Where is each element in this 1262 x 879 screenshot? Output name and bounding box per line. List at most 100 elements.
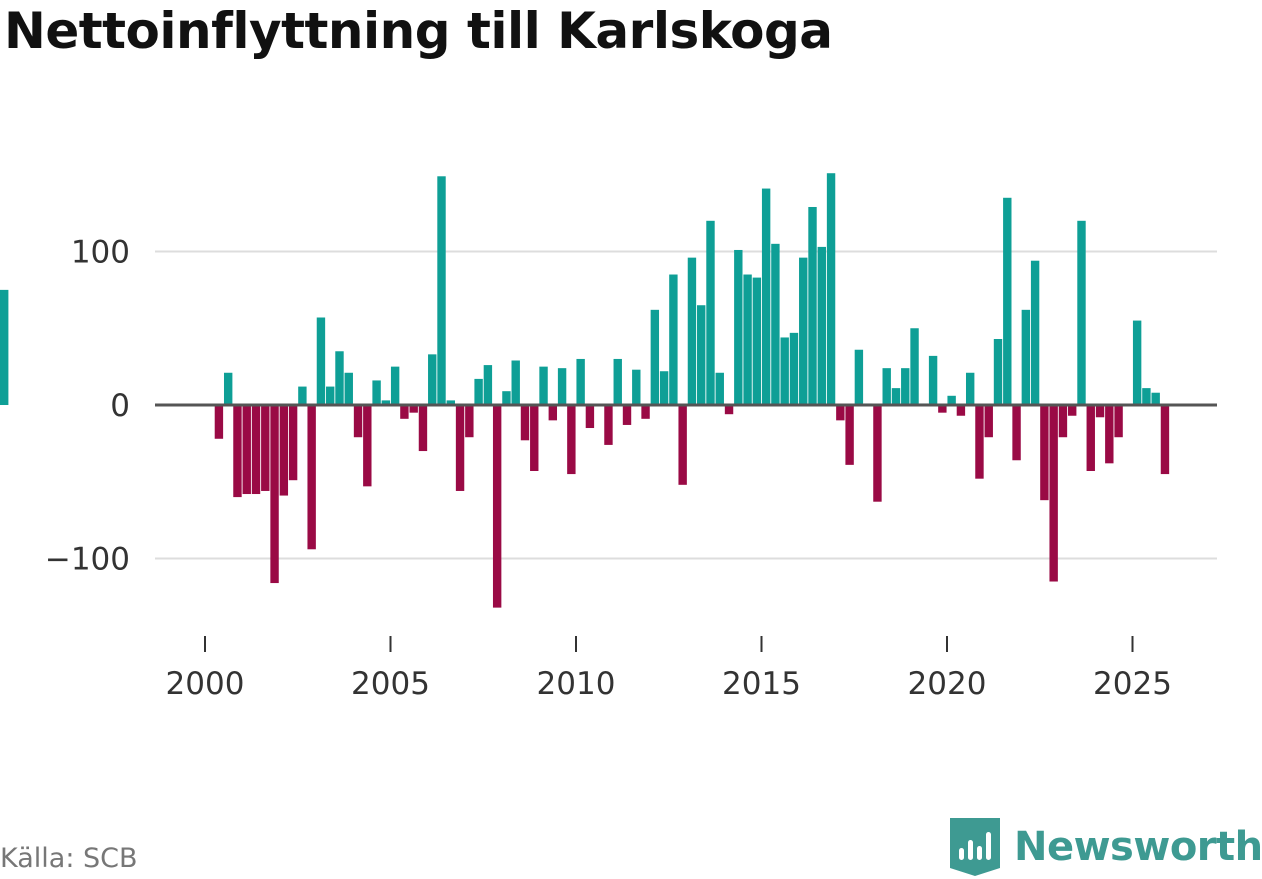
bar[interactable] <box>502 391 511 405</box>
bar[interactable] <box>307 405 316 550</box>
bar[interactable] <box>1003 197 1012 405</box>
bar[interactable] <box>474 378 483 405</box>
bar[interactable] <box>604 405 613 445</box>
bar[interactable] <box>530 405 539 471</box>
bar[interactable] <box>520 405 530 441</box>
bar[interactable] <box>372 380 381 405</box>
bar[interactable] <box>428 354 437 405</box>
bar[interactable] <box>873 405 882 502</box>
bar[interactable] <box>836 405 845 421</box>
bar[interactable] <box>288 405 298 481</box>
bar[interactable] <box>492 405 502 608</box>
bar[interactable] <box>789 332 799 405</box>
bar[interactable] <box>1151 392 1160 405</box>
bar[interactable] <box>418 405 428 452</box>
bar[interactable] <box>882 368 891 405</box>
bar[interactable] <box>891 388 901 405</box>
bar[interactable] <box>706 220 715 405</box>
bar[interactable] <box>817 246 826 405</box>
bar[interactable] <box>567 405 576 475</box>
bar[interactable] <box>511 360 520 406</box>
bar[interactable] <box>928 355 938 405</box>
bar[interactable] <box>993 339 1003 405</box>
bar[interactable] <box>1058 405 1068 438</box>
bar[interactable] <box>326 386 335 405</box>
bar[interactable] <box>632 369 641 405</box>
bar[interactable] <box>743 274 752 405</box>
bar[interactable] <box>910 328 919 405</box>
bar[interactable] <box>1086 405 1095 471</box>
brand-logo[interactable]: Newsworthy <box>950 818 1262 876</box>
bar[interactable] <box>214 405 224 439</box>
bar[interactable] <box>335 351 344 405</box>
bar[interactable] <box>1077 220 1086 405</box>
bar[interactable] <box>270 405 279 584</box>
bar[interactable] <box>947 395 956 405</box>
bar[interactable] <box>1142 388 1151 405</box>
bar[interactable] <box>854 349 864 405</box>
bar[interactable] <box>483 365 493 405</box>
bar[interactable] <box>752 277 762 405</box>
bar[interactable] <box>344 372 353 405</box>
bar[interactable] <box>455 405 465 491</box>
bar[interactable] <box>1030 260 1040 405</box>
bar[interactable] <box>316 317 326 405</box>
bar[interactable] <box>390 366 400 406</box>
bar[interactable] <box>613 358 622 405</box>
bar[interactable] <box>1160 405 1170 475</box>
bar[interactable] <box>641 405 650 419</box>
bar[interactable] <box>353 405 363 438</box>
bar[interactable] <box>697 305 706 405</box>
bar[interactable] <box>669 274 678 405</box>
bar[interactable] <box>1012 405 1021 461</box>
bar[interactable] <box>808 206 817 405</box>
bar[interactable] <box>761 188 771 405</box>
bar[interactable] <box>659 371 669 405</box>
bar[interactable] <box>901 368 910 405</box>
bar[interactable] <box>242 405 251 495</box>
bar[interactable] <box>687 257 697 405</box>
bar[interactable] <box>223 372 233 405</box>
bar[interactable] <box>548 405 558 421</box>
bar[interactable] <box>1105 405 1114 464</box>
bar[interactable] <box>975 405 984 479</box>
bar[interactable] <box>251 405 261 495</box>
bar[interactable] <box>984 405 993 438</box>
bar[interactable] <box>446 400 455 405</box>
bar[interactable] <box>771 243 780 405</box>
bar[interactable] <box>780 337 789 405</box>
bar[interactable] <box>938 405 947 413</box>
bar[interactable] <box>622 405 632 425</box>
bar[interactable] <box>734 249 743 405</box>
bar[interactable] <box>650 309 660 405</box>
bar[interactable] <box>279 405 289 496</box>
bar[interactable] <box>1132 320 1142 405</box>
bar[interactable] <box>1068 405 1077 416</box>
bar[interactable] <box>261 405 270 491</box>
bar[interactable] <box>298 386 307 405</box>
bar[interactable] <box>465 405 474 438</box>
bar[interactable] <box>557 368 567 405</box>
bar[interactable] <box>363 405 372 487</box>
bar[interactable] <box>576 358 585 405</box>
bar[interactable] <box>799 257 808 405</box>
bar[interactable] <box>233 405 242 498</box>
bar[interactable] <box>1095 405 1105 418</box>
bar[interactable] <box>956 405 966 416</box>
bar[interactable] <box>826 173 836 405</box>
bar[interactable] <box>678 405 687 485</box>
bar[interactable] <box>1114 405 1123 438</box>
bar[interactable] <box>724 405 734 415</box>
bar[interactable] <box>1021 309 1031 405</box>
bar[interactable] <box>409 405 418 413</box>
bar[interactable] <box>381 400 391 405</box>
bar[interactable] <box>965 372 975 405</box>
bar[interactable] <box>845 405 854 465</box>
bar[interactable] <box>539 366 548 406</box>
bar[interactable] <box>715 372 724 405</box>
bar[interactable] <box>400 405 409 419</box>
bar[interactable] <box>585 405 595 429</box>
bar[interactable] <box>1049 405 1058 582</box>
bar[interactable] <box>437 176 446 405</box>
bar[interactable] <box>0 289 9 406</box>
